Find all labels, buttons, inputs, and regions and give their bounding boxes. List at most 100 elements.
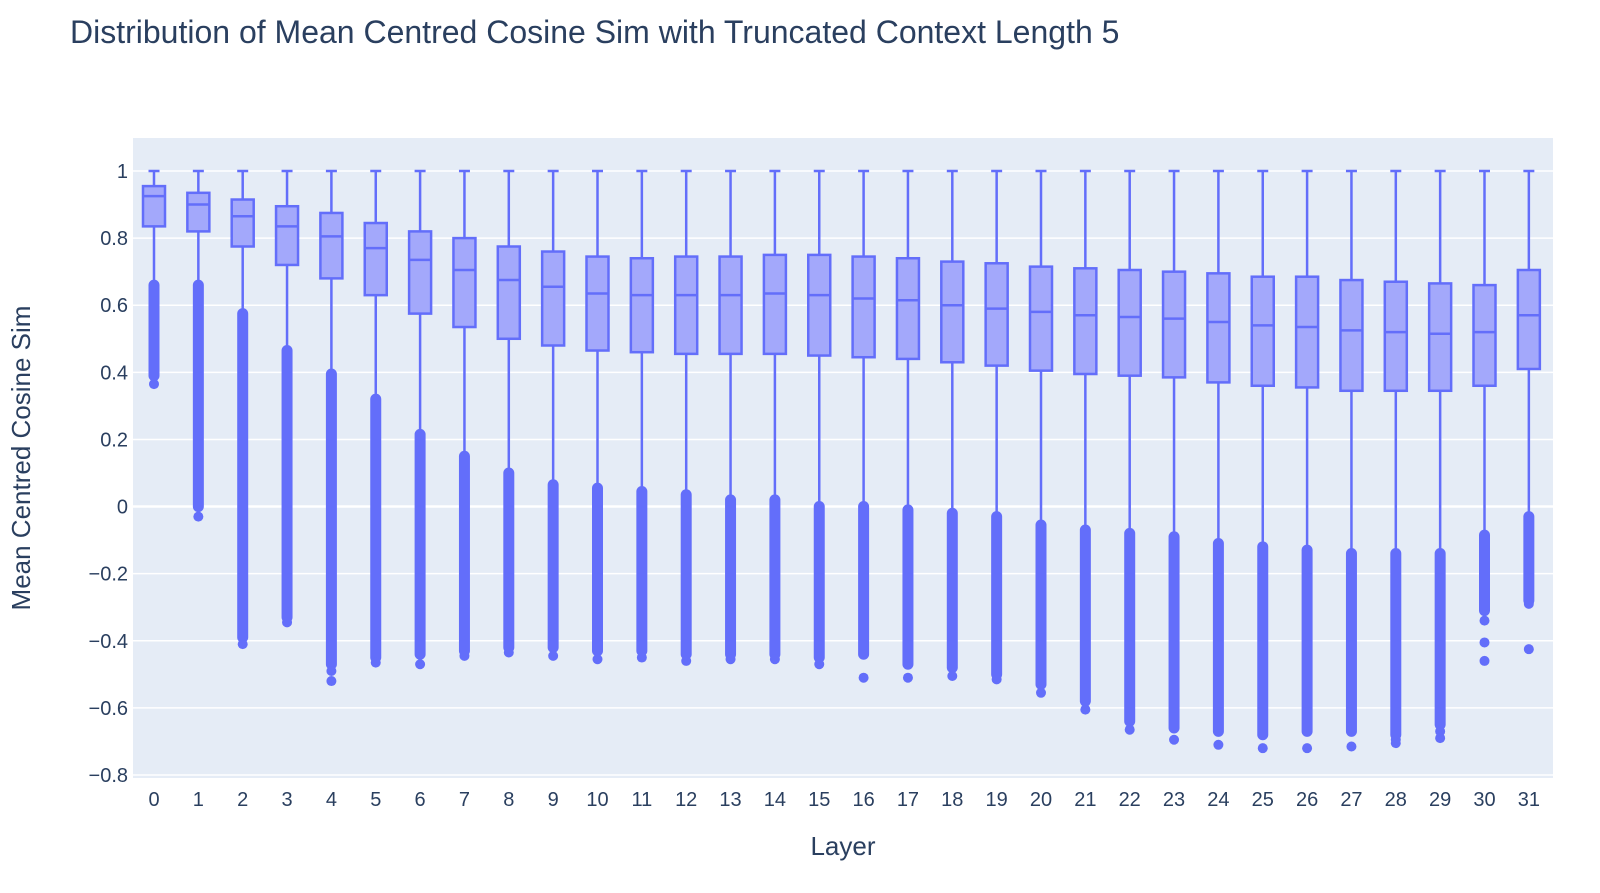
outlier-point bbox=[1435, 733, 1446, 744]
x-tick-labels: 0 1 2 3 4 5 6 7 8 9 10 11 12 13 14 15 16 17 18 19 20 21 22 23 24… bbox=[148, 789, 1540, 811]
box-layer-23 bbox=[1161, 169, 1187, 745]
outlier-point bbox=[769, 654, 780, 665]
outlier-point bbox=[1390, 738, 1401, 749]
box-layer-6 bbox=[407, 169, 433, 670]
x-tick-label: 13 bbox=[719, 789, 741, 811]
iqr-box bbox=[363, 221, 388, 297]
x-tick-label: 11 bbox=[631, 789, 652, 811]
outlier-point bbox=[991, 674, 1002, 685]
iqr-box bbox=[540, 250, 566, 347]
outlier-point bbox=[415, 659, 426, 670]
box-layer-13 bbox=[718, 169, 743, 665]
x-tick-label: 25 bbox=[1252, 789, 1274, 811]
box-layer-29 bbox=[1427, 169, 1453, 744]
iqr-box bbox=[407, 230, 433, 315]
box-layer-15 bbox=[807, 169, 832, 670]
outlier-point bbox=[1302, 743, 1313, 754]
iqr-box bbox=[1073, 267, 1098, 376]
box-layer-28 bbox=[1383, 169, 1409, 749]
outlier-point bbox=[149, 379, 159, 390]
iqr-box bbox=[452, 236, 477, 329]
box-layer-7 bbox=[452, 169, 477, 661]
box-layer-20 bbox=[1028, 169, 1054, 698]
y-tick-label: 0.6 bbox=[100, 295, 128, 317]
box-layer-9 bbox=[540, 169, 566, 661]
outlier-point bbox=[725, 654, 736, 665]
iqr-box bbox=[1472, 283, 1497, 388]
iqr-box bbox=[585, 255, 610, 352]
y-tick-labels: 1 0.8 0.6 0.4 0.2 0 −0.2 −0.4 −0.6 −0.8 bbox=[89, 161, 128, 787]
x-tick-label: 4 bbox=[326, 789, 337, 811]
iqr-box bbox=[762, 253, 788, 356]
iqr-box bbox=[807, 253, 832, 357]
iqr-box bbox=[319, 211, 344, 280]
x-tick-label: 27 bbox=[1340, 789, 1362, 811]
outlier-point bbox=[947, 671, 958, 682]
iqr-box bbox=[496, 245, 522, 341]
x-tick-label: 22 bbox=[1119, 789, 1141, 811]
y-tick-label: −0.8 bbox=[89, 765, 128, 787]
outlier-point bbox=[1213, 739, 1224, 750]
outlier-point bbox=[1080, 704, 1091, 715]
iqr-box bbox=[673, 255, 699, 356]
x-tick-label: 17 bbox=[897, 789, 919, 811]
x-tick-label: 23 bbox=[1163, 789, 1185, 811]
x-tick-label: 12 bbox=[675, 789, 697, 811]
outlier-point bbox=[1257, 743, 1268, 754]
y-tick-label: 0.2 bbox=[100, 429, 128, 451]
x-tick-label: 6 bbox=[415, 789, 426, 811]
iqr-box bbox=[940, 260, 965, 364]
box-layer-8 bbox=[496, 169, 522, 658]
iqr-box bbox=[1294, 275, 1320, 389]
x-tick-label: 20 bbox=[1030, 789, 1052, 811]
x-tick-label: 29 bbox=[1429, 789, 1451, 811]
iqr-box bbox=[851, 255, 876, 359]
x-tick-label: 10 bbox=[586, 789, 608, 811]
iqr-box bbox=[1028, 265, 1054, 372]
box-layer-3 bbox=[274, 169, 300, 628]
outlier-point bbox=[237, 639, 248, 650]
x-tick-label: 9 bbox=[548, 789, 559, 811]
x-tick-label: 19 bbox=[986, 789, 1008, 811]
x-tick-label: 24 bbox=[1207, 789, 1229, 811]
x-tick-label: 14 bbox=[764, 789, 786, 811]
iqr-box bbox=[984, 262, 1009, 367]
y-tick-label: −0.2 bbox=[89, 564, 128, 586]
x-axis-title: Layer bbox=[810, 831, 875, 861]
outlier-point bbox=[282, 617, 293, 628]
y-axis-title: Mean Centred Cosine Sim bbox=[6, 306, 36, 611]
outlier-point bbox=[858, 672, 869, 683]
boxes bbox=[141, 169, 1542, 754]
box-layer-11 bbox=[629, 169, 655, 663]
box-layer-5 bbox=[363, 169, 388, 668]
y-tick-label: 0 bbox=[117, 497, 128, 519]
x-tick-label: 1 bbox=[193, 789, 204, 811]
box-layer-22 bbox=[1117, 169, 1142, 735]
x-tick-label: 2 bbox=[237, 789, 248, 811]
box-layer-14 bbox=[762, 169, 788, 665]
box-layer-25 bbox=[1250, 169, 1275, 754]
iqr-box bbox=[1427, 282, 1453, 393]
y-tick-label: 0.8 bbox=[100, 228, 128, 250]
outlier-point bbox=[1346, 741, 1357, 752]
x-tick-label: 21 bbox=[1074, 789, 1096, 811]
box-layer-10 bbox=[585, 169, 610, 665]
outlier-point bbox=[1479, 655, 1490, 666]
plot-area bbox=[133, 138, 1553, 778]
iqr-box bbox=[1516, 268, 1542, 371]
outlier-point bbox=[193, 511, 204, 522]
outlier-point bbox=[1523, 598, 1534, 609]
x-tick-label: 5 bbox=[370, 789, 381, 811]
x-tick-label: 0 bbox=[148, 789, 159, 811]
iqr-box bbox=[1161, 270, 1187, 379]
outlier-point bbox=[592, 654, 603, 665]
outlier-point bbox=[814, 659, 825, 670]
box-layer-26 bbox=[1294, 169, 1320, 754]
iqr-box bbox=[1250, 275, 1275, 388]
gridlines bbox=[133, 170, 1553, 776]
outlier-point bbox=[326, 676, 337, 687]
outlier-point bbox=[548, 650, 559, 661]
outlier-point bbox=[1036, 687, 1046, 698]
outlier-point bbox=[503, 647, 514, 658]
y-tick-label: −0.6 bbox=[89, 698, 128, 720]
